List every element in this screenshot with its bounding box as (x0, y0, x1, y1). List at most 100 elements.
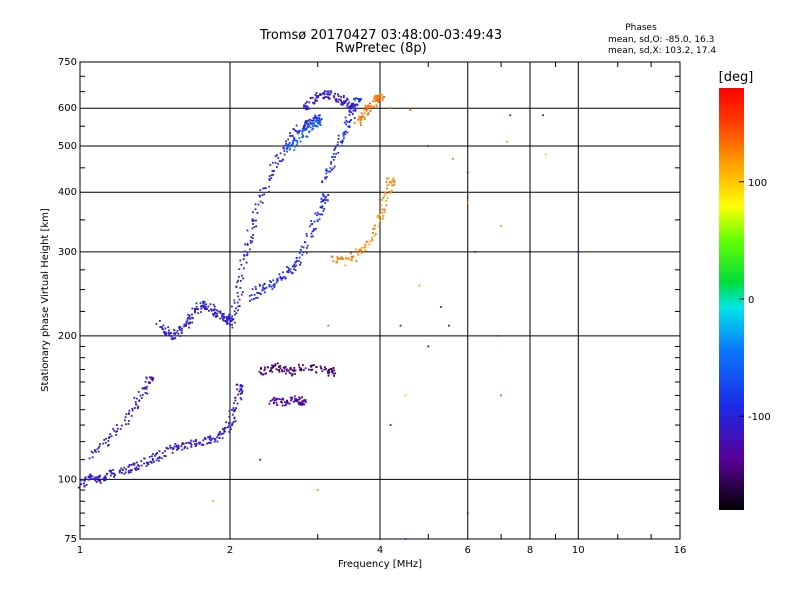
data-point (342, 132, 344, 135)
data-point (240, 263, 243, 266)
data-point (104, 441, 107, 444)
data-point (286, 270, 289, 273)
data-point (318, 218, 321, 221)
data-point (258, 194, 261, 197)
data-point (232, 407, 235, 409)
data-point (208, 436, 210, 439)
data-point (274, 155, 277, 157)
data-point (232, 421, 235, 423)
data-point (357, 118, 359, 121)
data-point (378, 225, 380, 227)
data-point (320, 201, 323, 203)
data-point (95, 478, 98, 481)
data-point (135, 466, 138, 469)
data-point (94, 450, 96, 452)
data-point (332, 158, 335, 161)
data-point (137, 391, 140, 393)
data-point (272, 364, 275, 367)
data-point (267, 366, 269, 369)
data-point (327, 97, 330, 100)
data-point (365, 110, 368, 112)
data-point (370, 105, 373, 107)
data-point (327, 170, 330, 173)
data-point (229, 426, 232, 428)
data-point (136, 468, 139, 471)
data-point (336, 256, 339, 258)
data-point (208, 438, 211, 440)
data-point (127, 423, 130, 425)
data-point (284, 277, 287, 280)
data-point (355, 248, 357, 251)
data-point (311, 128, 313, 131)
data-point (295, 399, 298, 402)
data-point (303, 105, 306, 108)
data-point (360, 124, 362, 126)
data-point (340, 100, 342, 103)
data-point (364, 243, 367, 246)
data-point (125, 468, 127, 471)
data-point (381, 97, 384, 99)
data-point (341, 139, 344, 142)
data-point (358, 100, 361, 103)
data-point (346, 97, 349, 100)
data-point (337, 95, 340, 97)
data-point (268, 179, 271, 181)
data-point (365, 108, 368, 111)
data-point (251, 288, 254, 291)
data-point (152, 453, 154, 455)
data-point (214, 438, 216, 440)
data-point (197, 308, 199, 310)
data-point (268, 284, 271, 286)
data-point (323, 91, 326, 94)
data-point (341, 256, 343, 258)
data-point (354, 110, 357, 112)
data-point (285, 148, 288, 150)
data-point (94, 476, 96, 479)
data-point (103, 479, 105, 482)
data-point (144, 381, 147, 383)
data-point (293, 139, 295, 142)
data-point (97, 477, 100, 479)
data-point (289, 135, 291, 137)
data-point (263, 291, 266, 294)
data-point (374, 97, 376, 99)
data-point (209, 435, 212, 437)
data-point (500, 225, 502, 227)
data-point (241, 390, 244, 393)
data-point (268, 178, 271, 180)
data-point (299, 403, 302, 405)
data-point (334, 146, 337, 148)
data-point (272, 173, 275, 176)
data-point (359, 121, 362, 124)
data-point (392, 177, 395, 180)
data-point (390, 181, 393, 184)
data-point (270, 174, 273, 177)
data-point (132, 462, 135, 465)
data-point (305, 232, 308, 235)
data-point (176, 447, 179, 450)
data-point (223, 428, 226, 431)
data-point (225, 421, 227, 424)
data-point (286, 147, 288, 149)
x-tick-label: 16 (674, 545, 687, 556)
data-point (257, 292, 260, 294)
data-point (89, 476, 91, 478)
data-point (316, 489, 319, 491)
data-point (332, 367, 335, 369)
data-point (174, 337, 177, 339)
data-point (296, 399, 299, 402)
data-point (239, 388, 242, 391)
data-point (375, 104, 378, 106)
y-tick-label: 400 (58, 187, 77, 198)
data-point (363, 246, 366, 249)
data-point (236, 402, 239, 405)
data-point (301, 130, 304, 133)
data-point (150, 461, 153, 464)
data-point (324, 366, 326, 369)
data-point (259, 368, 262, 370)
data-point (329, 93, 331, 95)
data-point (314, 116, 317, 118)
data-point (195, 438, 197, 441)
data-point (161, 326, 163, 328)
data-point (272, 397, 275, 400)
